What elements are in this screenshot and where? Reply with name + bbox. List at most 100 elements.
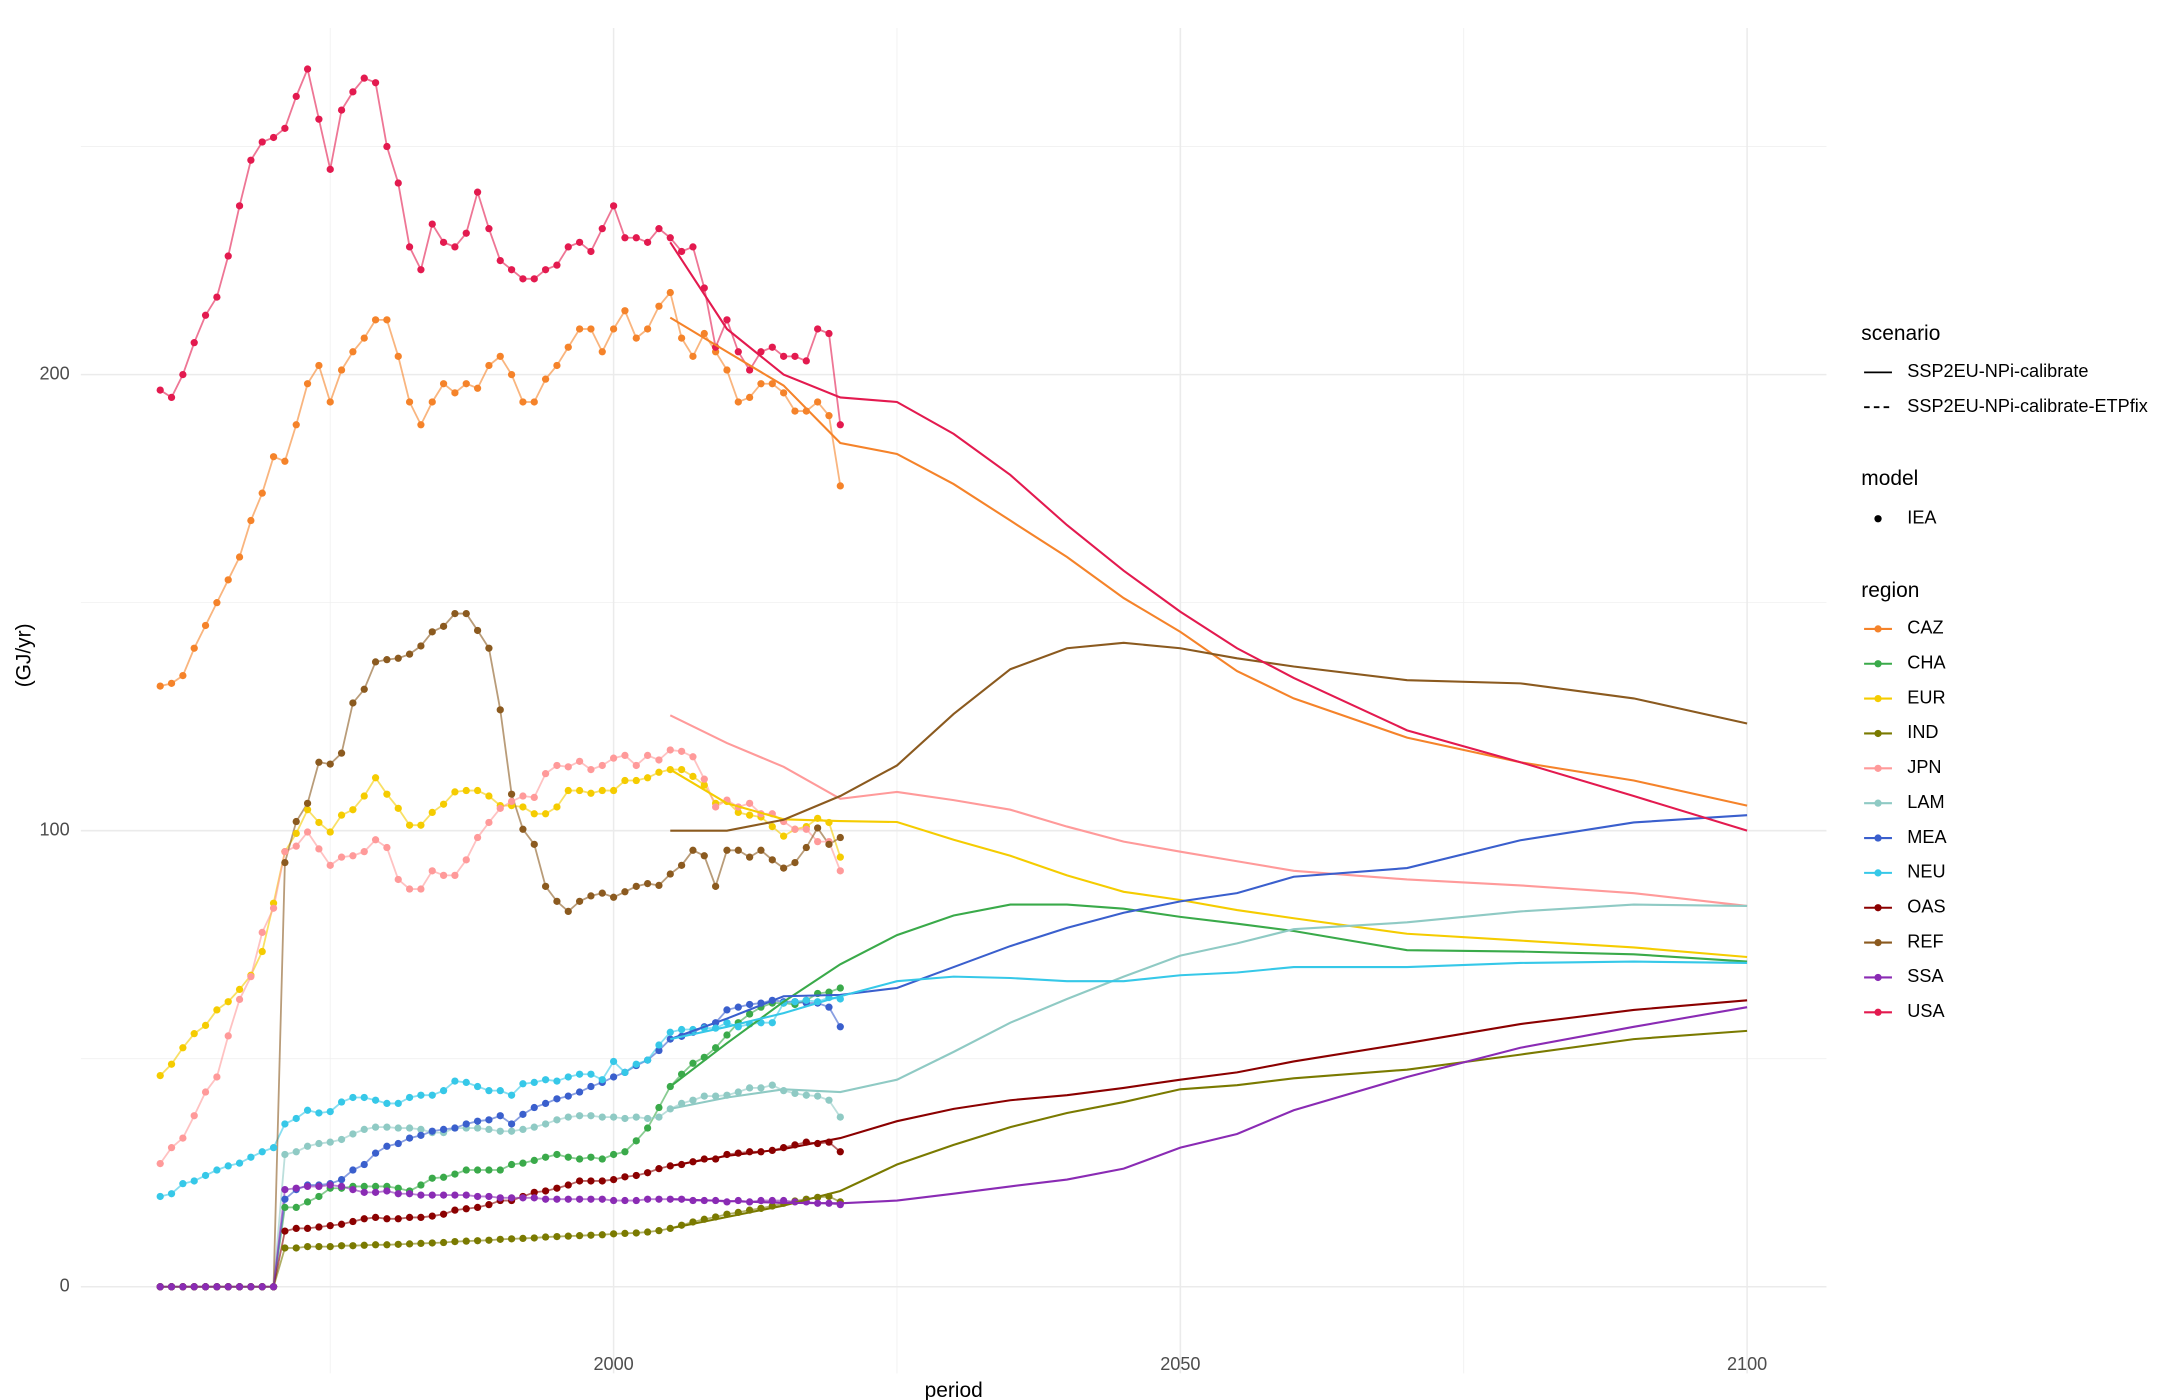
history-point	[700, 852, 708, 860]
history-point	[723, 1019, 731, 1027]
history-point	[632, 234, 640, 242]
history-point	[519, 1159, 527, 1167]
history-point	[711, 1092, 720, 1100]
history-point	[553, 1184, 561, 1192]
history-point	[337, 1242, 346, 1250]
history-point	[621, 307, 629, 315]
history-point	[814, 398, 822, 406]
history-point	[360, 1160, 368, 1169]
history-point	[235, 553, 244, 561]
history-point	[315, 1109, 323, 1117]
history-point	[462, 1166, 470, 1174]
history-point	[179, 370, 187, 379]
history-point	[530, 810, 538, 818]
history-point	[700, 775, 708, 783]
history-point	[201, 621, 210, 630]
history-point	[292, 1114, 300, 1123]
history-point	[507, 1120, 516, 1128]
history-point	[281, 1150, 289, 1159]
history-point	[281, 1195, 289, 1203]
history-point	[564, 1232, 572, 1240]
history-point	[462, 1237, 470, 1245]
history-point	[258, 489, 266, 497]
history-point	[349, 348, 357, 356]
history-point	[371, 1123, 380, 1131]
legend-key	[1874, 694, 1882, 703]
history-point	[564, 1113, 572, 1121]
history-point	[371, 1213, 380, 1222]
history-point	[519, 398, 527, 406]
history-point	[213, 1073, 221, 1081]
history-point	[530, 1194, 538, 1202]
history-point	[428, 628, 436, 636]
history-point	[451, 389, 459, 397]
history-point	[519, 825, 527, 833]
history-point	[553, 261, 561, 269]
history-point	[643, 751, 652, 760]
legend-key	[1874, 729, 1882, 738]
history-point	[666, 288, 674, 297]
history-point	[677, 861, 686, 869]
history-point	[734, 398, 742, 406]
history-point	[473, 1082, 482, 1091]
history-point	[575, 1155, 584, 1163]
history-point	[621, 1068, 629, 1077]
history-point	[666, 1028, 674, 1036]
history-point	[371, 1096, 380, 1104]
history-point	[723, 1006, 731, 1014]
history-point	[768, 343, 776, 351]
history-point	[360, 1215, 368, 1223]
history-point	[598, 761, 606, 770]
history-point	[451, 1124, 459, 1132]
history-point	[473, 1166, 482, 1174]
history-point	[530, 840, 538, 848]
legend-label: USA	[1907, 1001, 1945, 1021]
history-point	[371, 1188, 380, 1196]
history-point	[791, 407, 799, 415]
history-point	[746, 1000, 754, 1009]
history-point	[768, 856, 776, 864]
history-point	[655, 225, 663, 233]
history-point	[439, 871, 448, 880]
history-point	[224, 1032, 232, 1040]
y-tick-label: 0	[60, 1276, 70, 1296]
history-point	[462, 1120, 470, 1128]
history-point	[315, 1182, 323, 1191]
history-point	[360, 1188, 368, 1196]
history-point	[315, 818, 323, 827]
history-point	[303, 1198, 312, 1206]
history-point	[485, 792, 493, 800]
history-point	[394, 875, 402, 884]
history-point	[371, 774, 380, 782]
history-point	[836, 482, 844, 490]
history-point	[530, 1188, 538, 1196]
history-point	[292, 1184, 300, 1192]
history-point	[609, 325, 618, 333]
history-point	[349, 806, 357, 814]
history-point	[643, 774, 652, 782]
history-line	[159, 66, 842, 425]
history-point	[575, 1232, 584, 1240]
history-point	[609, 893, 618, 901]
history-point	[530, 275, 538, 283]
history-point	[417, 1091, 425, 1099]
history-point	[473, 833, 482, 842]
history-point	[473, 1124, 482, 1132]
history-point	[405, 1190, 414, 1198]
history-point	[553, 1077, 561, 1085]
history-point	[371, 836, 380, 844]
history-point	[213, 1166, 221, 1174]
legend-key	[1874, 764, 1882, 772]
history-point	[405, 1124, 414, 1132]
history-point	[326, 1181, 334, 1189]
history-point	[587, 1153, 595, 1161]
history-point	[451, 1191, 459, 1199]
history-point	[621, 1196, 629, 1205]
history-point	[383, 656, 391, 664]
history-point	[224, 998, 232, 1006]
history-point	[360, 334, 368, 342]
history-point	[303, 1242, 312, 1251]
history-point	[700, 329, 708, 338]
history-point	[439, 380, 448, 388]
history-point	[462, 229, 470, 237]
